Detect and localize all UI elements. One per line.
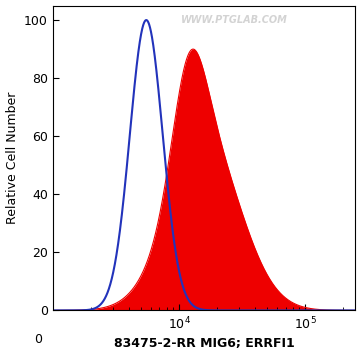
Text: WWW.PTGLAB.COM: WWW.PTGLAB.COM (181, 15, 288, 25)
Text: 0: 0 (34, 333, 42, 346)
Y-axis label: Relative Cell Number: Relative Cell Number (5, 92, 18, 224)
X-axis label: 83475-2-RR MIG6; ERRFI1: 83475-2-RR MIG6; ERRFI1 (114, 337, 295, 350)
